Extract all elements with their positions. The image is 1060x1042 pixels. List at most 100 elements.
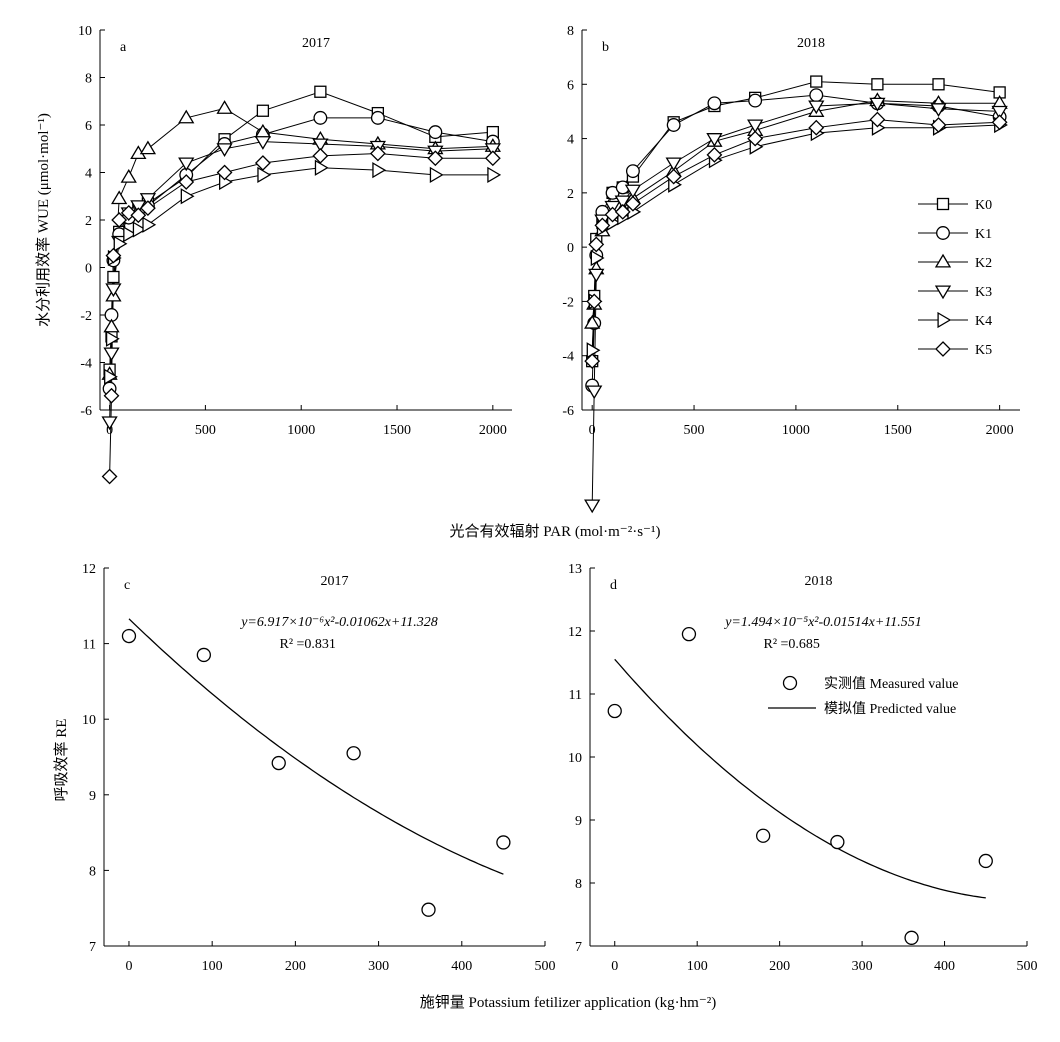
panel-a-x-tick-label: 0 — [106, 423, 113, 438]
panel-b-legend-marker-k5 — [935, 341, 951, 357]
panel-a-point-k4 — [314, 159, 329, 176]
panel-a-y-tick-label: 8 — [85, 72, 92, 87]
panel-a-point-k0 — [256, 104, 270, 117]
panel-d-x-tick-label: 200 — [769, 959, 790, 974]
panel-a-y-tick-label: 10 — [78, 24, 92, 39]
panel-a-point-k5 — [130, 207, 147, 224]
panel-d-measured-point — [978, 853, 993, 869]
panel-a-point-k3 — [484, 143, 501, 158]
panel-b-point-k5 — [594, 217, 611, 234]
panel-b-series-line-k1 — [591, 94, 1000, 386]
panel-d-measured-point — [904, 930, 919, 945]
panel-b-legend-marker-k3 — [934, 285, 952, 300]
panel-c-x-tick-label: 200 — [285, 959, 306, 974]
panel-c-x-tick-label: 500 — [535, 959, 556, 974]
panel-a-y-tick-label: 4 — [85, 167, 92, 182]
panel-b-y-tick-label: 8 — [567, 24, 574, 39]
panel-a-point-k5 — [254, 155, 271, 171]
panel-a-point-k4 — [487, 166, 502, 184]
panel-a-point-k1 — [370, 110, 385, 125]
panel-c-measured-point — [121, 628, 137, 644]
panel-b-point-k5 — [665, 168, 682, 185]
panel-a-point-k5 — [139, 200, 156, 217]
panel-b-point-k5 — [991, 114, 1008, 131]
panel-b-x-tick-label: 0 — [589, 423, 596, 438]
panel-b-point-k3 — [991, 105, 1008, 120]
panel-d-title: 2018 — [805, 574, 833, 589]
panel-a-point-k4 — [257, 166, 272, 184]
panel-a-point-k2 — [139, 140, 157, 155]
panel-b-x-tick-label: 500 — [684, 423, 705, 438]
panel-b-y-tick-label: 6 — [567, 78, 574, 93]
panel-c-x-tick-label: 100 — [202, 959, 223, 974]
panel-b-point-k1 — [707, 96, 722, 111]
panel-b-point-k5 — [614, 203, 631, 220]
panel-b-point-k2 — [584, 314, 601, 329]
panel-a-point-k3 — [105, 283, 122, 298]
panel-b-series-line-k3 — [591, 102, 1000, 506]
panel-b-point-k3 — [930, 103, 947, 117]
panel-b-legend-label-k2: K2 — [975, 256, 992, 271]
panel-d-fit-curve — [614, 658, 986, 899]
panel-d-y-tick-label: 8 — [575, 877, 582, 892]
panel-a-letter: a — [120, 40, 127, 55]
panel-b-point-k5 — [869, 111, 886, 128]
panel-d-y-tick-label: 12 — [568, 625, 582, 640]
panel-a-point-k5 — [111, 212, 128, 228]
panel-b-point-k5 — [584, 353, 601, 370]
panel-b-point-k1 — [625, 164, 640, 179]
panel-c-equation: y=6.917×10⁻⁶x²-0.01062x+11.328 — [239, 615, 438, 630]
panel-b-legend-label-k4: K4 — [975, 314, 992, 329]
panel-b-point-k5 — [930, 117, 947, 133]
panel-a-point-k5 — [103, 387, 120, 404]
panel-d-letter: d — [610, 578, 617, 593]
panel-a-point-k3 — [178, 157, 195, 172]
panel-b-point-k3 — [706, 133, 723, 147]
panel-b-point-k4 — [590, 249, 605, 267]
panel-b-y-tick-label: -4 — [562, 350, 574, 365]
panel-c-y-tick-label: 10 — [82, 713, 96, 728]
panel-d-x-tick-label: 300 — [852, 959, 873, 974]
panel-b-point-k5 — [588, 236, 605, 253]
panel-a-series-line-k3 — [109, 141, 493, 422]
panel-a-point-k3 — [139, 193, 157, 207]
panel-a-y-tick-label: -6 — [80, 404, 92, 419]
panel-b-point-k3 — [665, 157, 682, 172]
panel-b-point-k0 — [871, 78, 884, 91]
panel-b-point-k0 — [810, 75, 823, 88]
panel-a-point-k5 — [216, 164, 233, 181]
panel-a-x-tick-label: 1000 — [287, 423, 315, 438]
k-x-axis-label: 施钾量 Potassium fetilizer application (kg·… — [420, 994, 717, 1011]
panel-a-point-k2 — [103, 318, 120, 333]
panel-b-point-k3 — [588, 268, 605, 283]
panel-d-x-tick-label: 100 — [687, 959, 708, 974]
panel-d-measured-point — [756, 828, 771, 843]
panel-a-point-k5 — [427, 150, 444, 167]
panel-a-series-line-k4 — [109, 167, 493, 377]
panel-d-x-tick-label: 400 — [934, 959, 955, 974]
panel-d-y-tick-label: 10 — [568, 751, 582, 766]
panel-d-y-tick-label: 11 — [569, 688, 582, 703]
panel-a-point-k3 — [254, 136, 272, 150]
panel-b-y-tick-label: 4 — [567, 133, 574, 148]
panel-b-y-tick-label: 0 — [567, 241, 574, 256]
panel-b-y-tick-label: -2 — [562, 295, 574, 310]
panel-c-y-tick-label: 12 — [82, 562, 96, 577]
panel-c-r-squared: R² =0.831 — [280, 637, 336, 652]
panel-b-y-tick-label: 2 — [567, 187, 574, 202]
panel-a-point-k0 — [107, 270, 120, 284]
panel-a-title: 2017 — [302, 36, 330, 51]
wue-y-axis-label: 水分利用效率 WUE (μmol·mol⁻¹) — [35, 113, 52, 327]
panel-a-point-k3 — [101, 416, 118, 431]
panel-b-x-tick-label: 1500 — [884, 423, 912, 438]
panel-b-x-tick-label: 2000 — [986, 423, 1014, 438]
panel-a-x-tick-label: 500 — [195, 423, 216, 438]
panel-a-point-k0 — [314, 85, 327, 98]
panel-a-point-k5 — [312, 147, 329, 164]
panel-c-y-tick-label: 11 — [83, 638, 96, 653]
panel-b-legend-label-k3: K3 — [975, 285, 992, 300]
panel-a-point-k4 — [429, 166, 444, 184]
panel-c-y-tick-label: 8 — [89, 864, 96, 879]
panel-a-point-k2 — [216, 100, 233, 114]
panel-a-point-k4 — [132, 221, 147, 238]
